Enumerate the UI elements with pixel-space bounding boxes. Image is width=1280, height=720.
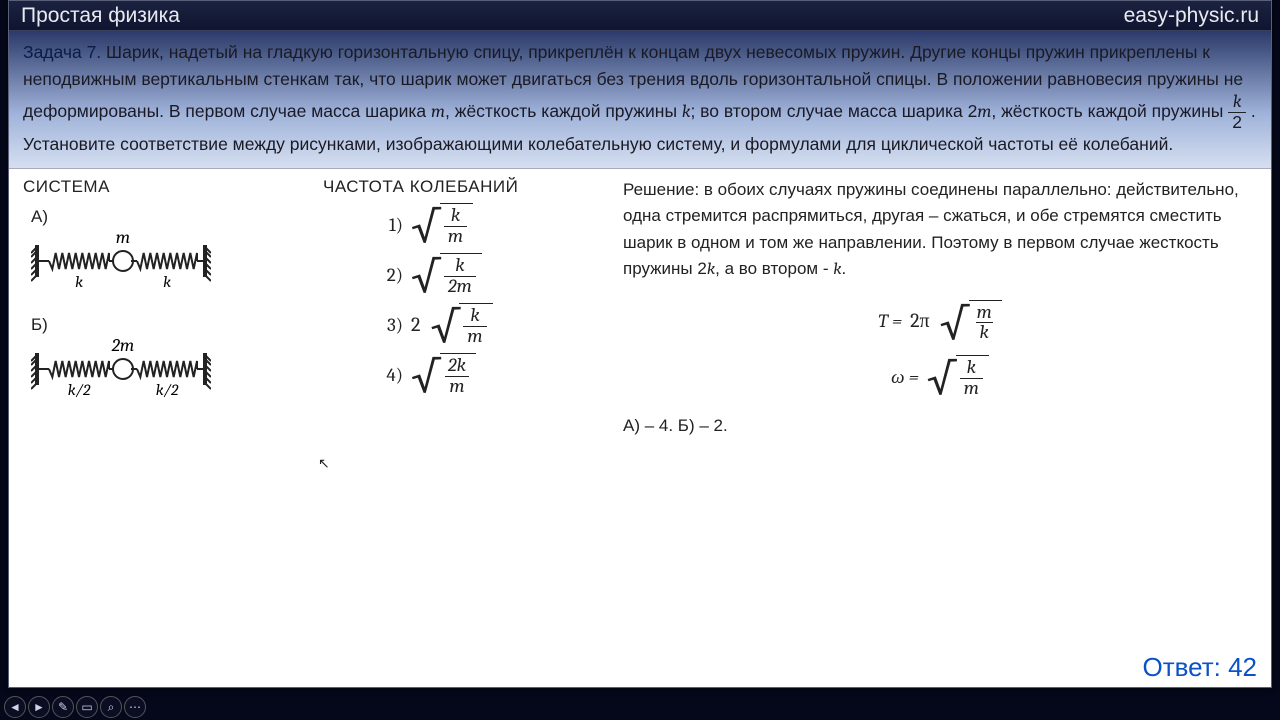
svg-text:m: m [116,229,130,248]
frequency-option: 3)2√km [375,303,623,347]
sqrt: √mk [940,300,1002,344]
slide: Простая физика easy-physic.ru Задача 7. … [8,0,1272,688]
equation-lhs: ω = [891,366,919,389]
column-system: СИСТЕМА А) m k k Б) [23,177,323,681]
frequency-list: 1) √km 2) √k2m 3)2√km 4) √2km [375,203,623,397]
svg-text:k: k [163,273,171,291]
sqrt: √km [430,303,492,347]
frequency-option: 1) √km [375,203,623,247]
content-area: СИСТЕМА А) m k k Б) [9,169,1271,687]
rect-icon[interactable]: ▭ [76,696,98,718]
problem-statement: Задача 7. Шарик, надетый на гладкую гори… [9,31,1271,169]
svg-text:k: k [75,273,83,291]
zoom-icon[interactable]: ⌕ [100,696,122,718]
problem-lead: Задача 7. [23,42,101,62]
slide-title: Простая физика [21,4,180,28]
svg-text:2m: 2m [111,337,135,356]
option-number: 1) [375,214,403,236]
system-label: А) [31,207,323,227]
system-list: А) m k k Б) [23,203,323,423]
title-bar: Простая физика easy-physic.ru [9,1,1271,31]
pen-icon[interactable]: ✎ [52,696,74,718]
solution-match: А) – 4. Б) – 2. [623,413,1257,439]
cursor-icon: ↖ [318,455,330,472]
equation-lhs: T = [878,310,902,332]
system-label: Б) [31,315,323,335]
system-figure: Б) 2m k/2 k/2 [31,315,323,409]
column-frequency: ЧАСТОТА КОЛЕБАНИЙ 1) √km 2) √k2m 3)2√km 4) √2k… [323,177,623,681]
sqrt: √km [927,355,989,399]
option-number: 4) [375,364,403,386]
sqrt: √km [411,203,473,247]
column-solution: Решение: в обоих случаях пружины соедине… [623,177,1257,681]
site-url: easy-physic.ru [1124,4,1259,28]
solution-equations: T =2π√mk ω = √km [623,300,1257,400]
solution-text: Решение: в обоих случаях пружины соедине… [623,177,1257,283]
prev-icon[interactable]: ◄ [4,696,26,718]
more-icon[interactable]: ⋯ [124,696,146,718]
equation: T =2π√mk [878,300,1002,344]
equation: ω = √km [891,355,989,399]
svg-text:k/2: k/2 [156,381,179,399]
option-number: 3) [375,314,403,336]
frequency-option: 2) √k2m [375,253,623,297]
option-number: 2) [375,264,403,286]
spring-diagram: m k k [31,229,211,301]
presenter-toolbar: ◄►✎▭⌕⋯ [4,696,146,718]
svg-text:k/2: k/2 [68,381,91,399]
spring-diagram: 2m k/2 k/2 [31,337,211,409]
column-frequency-head: ЧАСТОТА КОЛЕБАНИЙ [323,177,623,197]
next-icon[interactable]: ► [28,696,50,718]
system-figure: А) m k k [31,207,323,301]
column-system-head: СИСТЕМА [23,177,323,197]
answer-label: Ответ: 42 [1142,652,1257,683]
sqrt: √k2m [411,253,482,297]
problem-text: Шарик, надетый на гладкую горизонтальную… [23,42,1256,154]
frequency-option: 4) √2km [375,353,623,397]
sqrt: √2km [411,353,476,397]
